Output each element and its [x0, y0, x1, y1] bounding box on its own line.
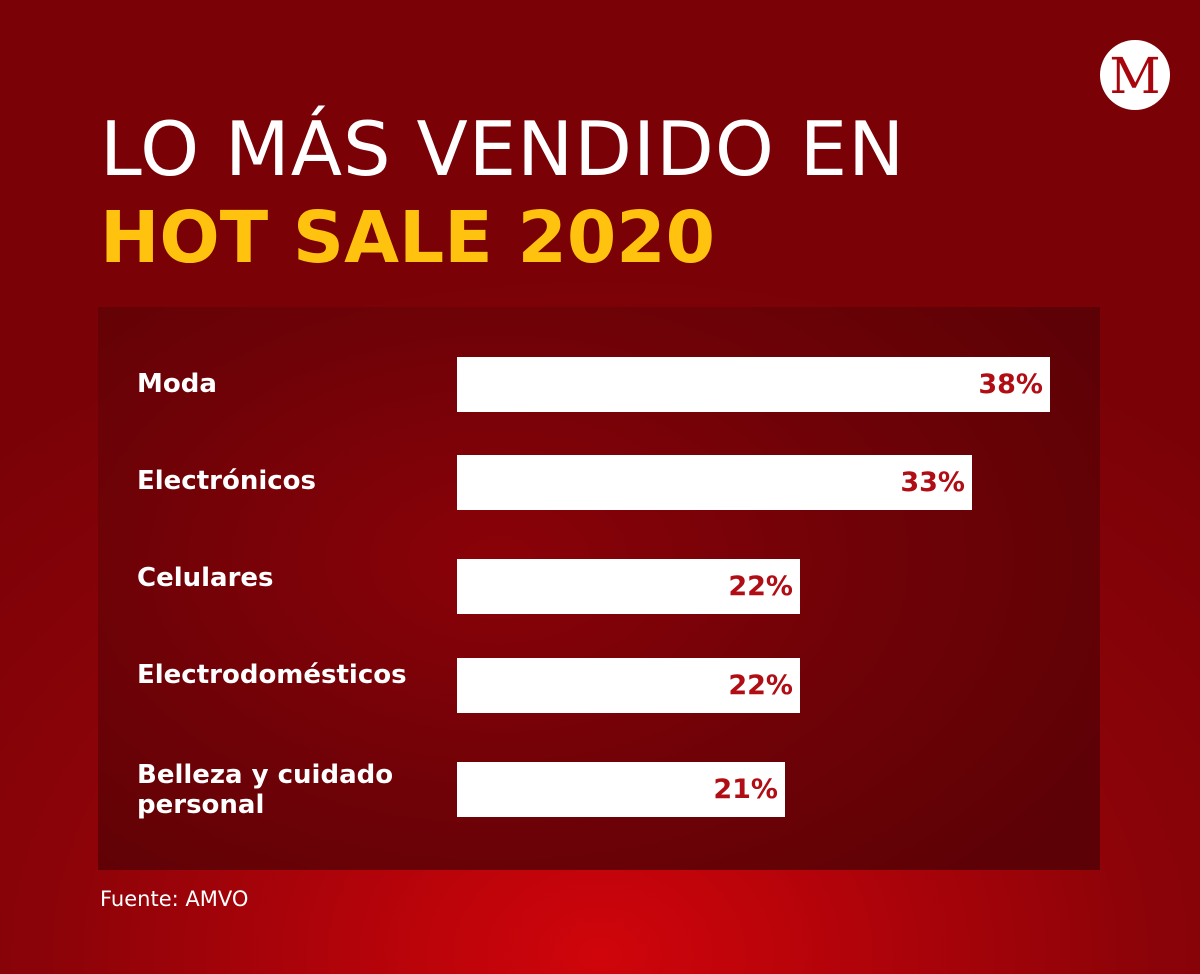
bar-value-label: 33% [900, 467, 965, 498]
bar: 22% [457, 658, 800, 713]
category-label: Belleza y cuidado personal [137, 760, 394, 820]
bar-value-label: 21% [713, 774, 778, 805]
title-line-2: HOT SALE 2020 [100, 196, 716, 279]
category-label: Celulares [137, 563, 274, 593]
bar-value-label: 38% [978, 369, 1043, 400]
milenio-logo: M [1100, 40, 1170, 110]
source-note: Fuente: AMVO [100, 887, 249, 911]
category-label: Moda [137, 369, 217, 399]
bar: 22% [457, 559, 800, 614]
bar-value-label: 22% [728, 670, 793, 701]
category-label: Electrónicos [137, 466, 317, 496]
title-line-1: LO MÁS VENDIDO EN [100, 105, 906, 193]
logo-letter: M [1109, 47, 1161, 105]
bar: 33% [457, 455, 972, 510]
bar: 38% [457, 357, 1050, 412]
bar: 21% [457, 762, 785, 817]
category-label: Electrodomésticos [137, 660, 407, 690]
bar-value-label: 22% [728, 571, 793, 602]
